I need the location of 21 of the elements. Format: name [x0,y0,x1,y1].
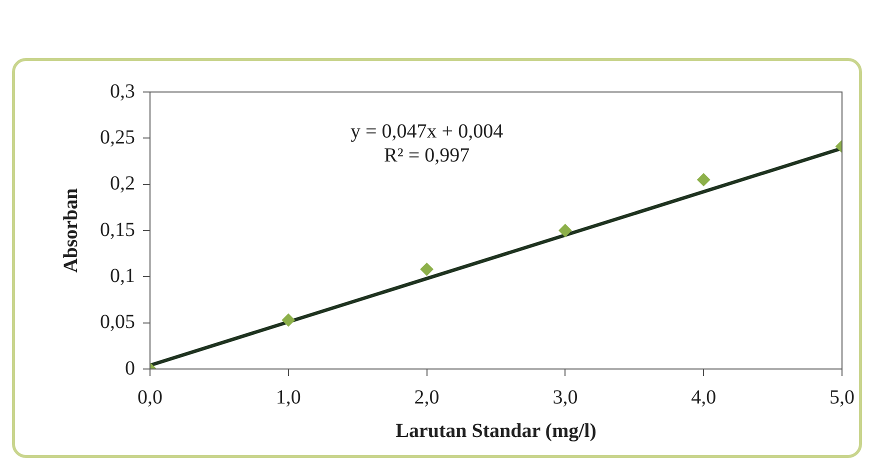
y-tick-label: 0,2 [110,172,135,195]
x-tick-label: 4,0 [691,386,716,408]
x-tick-label: 3,0 [552,386,578,408]
point [697,173,710,186]
y-tick-label: 0,1 [110,264,135,287]
y-tick-label: 0,15 [100,218,135,241]
x-tick-label: 1,0 [276,386,301,408]
x-axis-title: Larutan Standar (mg/l) [396,420,596,442]
y-tick-label: 0 [125,357,135,380]
point [282,314,295,327]
annotation: R² = 0,997 [384,144,470,166]
point [558,224,572,237]
x-tick-label: 5,0 [830,386,854,408]
y-tick-label: 0,25 [100,126,135,148]
point [420,262,434,276]
y-axis-title: Absorban [60,188,82,273]
x-tick-label: 2,0 [414,386,440,408]
y-tick-label: 0,3 [110,80,135,102]
y-tick-label: 0,05 [100,311,135,334]
x-tick-label: 0,0 [138,386,162,408]
annotation: y = 0,047x + 0,004 [350,120,504,142]
